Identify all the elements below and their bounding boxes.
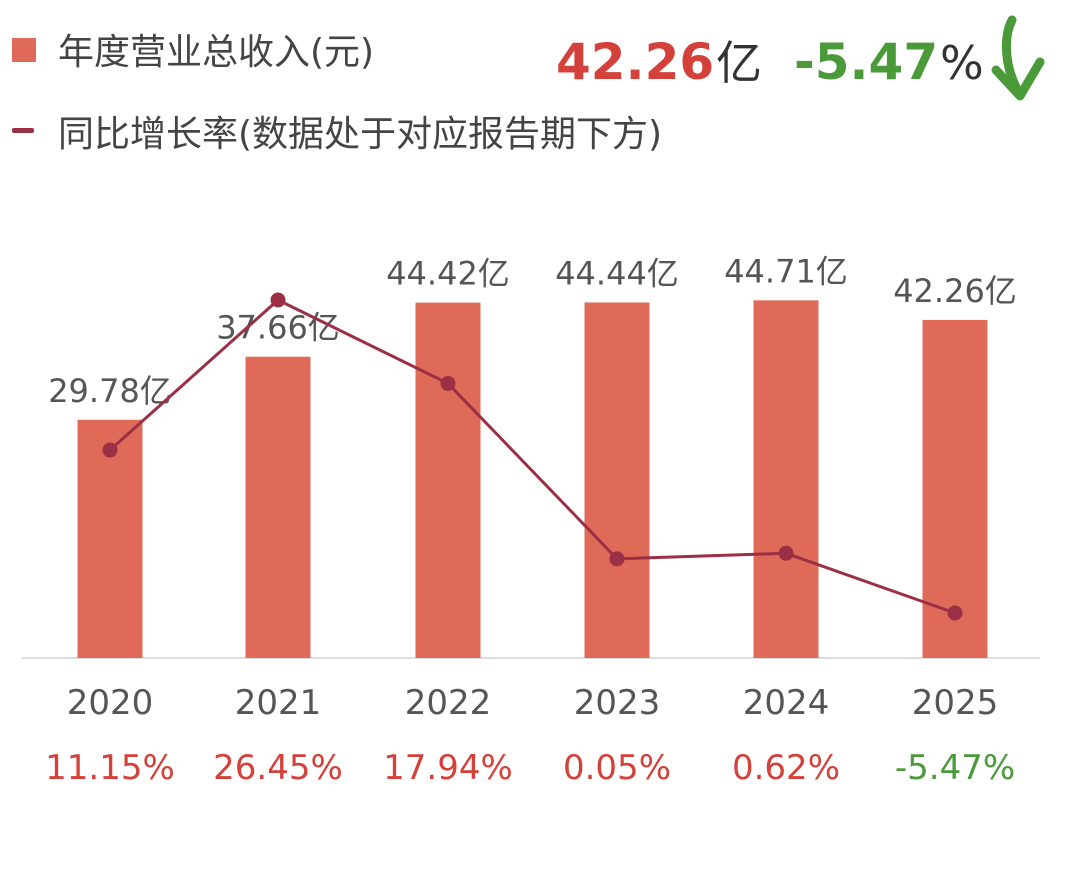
growth-point-2021 xyxy=(270,292,286,308)
bar-2022 xyxy=(415,302,481,658)
headline-value: 42.26 xyxy=(556,33,714,91)
bar-value-label-2024: 44.71亿 xyxy=(724,252,848,290)
growth-value-label-2024: 0.62% xyxy=(732,748,840,788)
legend: 年度营业总收入(元) 同比增长率(数据处于对应报告期下方) xyxy=(12,32,662,155)
growth-point-2022 xyxy=(440,375,456,391)
growth-value-label-2025: -5.47% xyxy=(895,748,1015,788)
x-tick-label-2021: 2021 xyxy=(235,683,322,723)
headline-change-unit: % xyxy=(940,36,984,90)
bar-2025 xyxy=(922,319,988,658)
legend-revenue-label: 年度营业总收入(元) xyxy=(58,32,374,73)
growth-point-2023 xyxy=(609,551,625,567)
bar-value-label-2021: 37.66亿 xyxy=(216,309,340,347)
headline-value-unit: 亿 xyxy=(716,36,762,90)
x-tick-label-2022: 2022 xyxy=(405,683,492,723)
x-tick-label-2024: 2024 xyxy=(743,683,830,723)
bar-2023 xyxy=(584,302,650,658)
bar-2024 xyxy=(753,300,819,658)
growth-line xyxy=(109,298,956,615)
bar-2021 xyxy=(245,356,311,658)
growth-point-2025 xyxy=(947,605,963,621)
x-tick-label-2025: 2025 xyxy=(912,683,999,723)
bar-value-label-2025: 42.26亿 xyxy=(893,272,1017,310)
headline-change: -5.47 xyxy=(794,33,938,91)
legend-line-swatch xyxy=(12,128,34,133)
growth-value-label-2021: 26.45% xyxy=(213,748,343,788)
growth-point-2020 xyxy=(102,442,118,458)
headline: 42.26 亿 -5.47 % xyxy=(556,15,1045,101)
bar-2020 xyxy=(77,419,143,658)
plot-area: 29.78亿 37.66亿 44.42亿 44.44亿 44.71亿 42.26亿 2020… xyxy=(22,252,1040,788)
bar-value-label-2022: 44.42亿 xyxy=(386,255,510,293)
growth-point-2024 xyxy=(778,545,794,561)
bar-value-label-2023: 44.44亿 xyxy=(555,254,679,292)
legend-growth-label: 同比增长率(数据处于对应报告期下方) xyxy=(58,114,662,155)
growth-value-label-2023: 0.05% xyxy=(563,748,671,788)
x-tick-label-2023: 2023 xyxy=(574,683,661,723)
arrow-down-icon xyxy=(991,15,1045,101)
bar-value-label-2020: 29.78亿 xyxy=(48,372,172,410)
growth-value-label-2020: 11.15% xyxy=(45,748,175,788)
x-tick-label-2020: 2020 xyxy=(67,683,154,723)
legend-bar-swatch xyxy=(12,38,36,62)
growth-value-label-2022: 17.94% xyxy=(383,748,513,788)
